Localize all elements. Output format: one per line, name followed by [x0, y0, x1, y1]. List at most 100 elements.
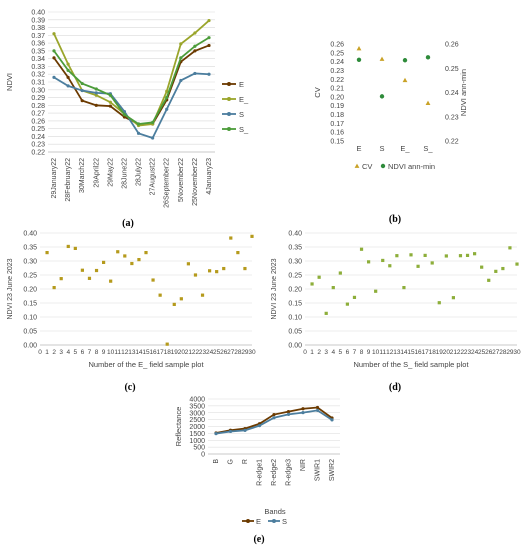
y-tick-label: 0.05 — [288, 329, 302, 336]
series-line-E_ — [53, 19, 210, 127]
series-point — [193, 44, 197, 48]
x-tick-label: 29May22 — [107, 158, 114, 187]
y-tick-label: 4000 — [189, 397, 205, 404]
data-point — [395, 254, 399, 258]
y-tick-label: 0.10 — [288, 315, 302, 322]
y-tick-label: 0.24 — [330, 59, 344, 66]
x-tick-label: 12 — [121, 349, 129, 356]
y-tick-label: 0.31 — [31, 80, 45, 87]
y-tick-label: 0.25 — [23, 273, 37, 280]
y-tick-label: 0.29 — [31, 95, 45, 102]
legend-marker — [227, 127, 231, 131]
data-point — [52, 286, 56, 290]
data-point — [80, 268, 84, 272]
y-tick-label: 0.16 — [330, 130, 344, 137]
data-point — [437, 301, 441, 305]
x-tick-label: 14 — [400, 349, 408, 356]
y-tick-label: 0.20 — [330, 94, 344, 101]
y-tick-label: 0.30 — [31, 87, 45, 94]
series-point — [151, 136, 155, 140]
panel-label: (d) — [389, 382, 401, 393]
x-tick-label: 27 — [227, 349, 235, 356]
series-point — [179, 78, 183, 83]
x-tick-label: 5November22 — [178, 158, 185, 202]
data-point — [367, 260, 371, 264]
data-point — [458, 254, 463, 258]
y-tick-label: 0.39 — [31, 17, 45, 24]
y-tick-label: 0.10 — [23, 315, 37, 322]
x-tick-label: 5 — [339, 349, 343, 356]
x-tick-label: 19 — [171, 349, 179, 356]
data-point — [487, 278, 491, 282]
x-tick-label: 16 — [149, 349, 157, 356]
y-tick-label: 0.33 — [31, 64, 45, 71]
y-tick-label: 0.15 — [288, 301, 302, 308]
y-tick-label: 500 — [193, 445, 205, 452]
x-tick-label: 4January23 — [206, 158, 213, 195]
x-tick-label: 12 — [386, 349, 394, 356]
y-tick-label: 0.22 — [330, 77, 344, 84]
data-point — [352, 295, 357, 299]
y-tick-label: 2000 — [189, 424, 205, 431]
y-tick-label: 0.36 — [31, 41, 45, 48]
x-tick-label: 17 — [422, 349, 430, 356]
y-tick-label: 0.26 — [330, 42, 344, 49]
x-tick-label: R — [242, 459, 249, 464]
y-tick-label: 0.35 — [31, 48, 45, 55]
series-point — [80, 99, 84, 103]
x-tick-label: 9 — [367, 349, 371, 356]
data-point — [158, 293, 162, 297]
series-point — [243, 428, 247, 432]
x-tick-label: 22 — [192, 349, 200, 356]
y-tick-label: 0.15 — [330, 139, 344, 146]
legend-label: NDVI ann-min — [388, 162, 435, 171]
cv-point — [425, 100, 431, 106]
series-point — [207, 43, 211, 48]
legend-marker — [380, 163, 386, 169]
data-point — [515, 262, 519, 266]
y2-tick-label: 0.25 — [445, 66, 459, 73]
y-tick-label: 3500 — [189, 403, 205, 410]
y-tick-label: 0.28 — [31, 103, 45, 110]
ndvi-point — [356, 57, 362, 62]
data-point — [186, 262, 190, 266]
panel-label: (b) — [389, 214, 401, 225]
x-tick-label: 26 — [485, 349, 493, 356]
series-point — [66, 68, 70, 72]
series-point — [315, 408, 320, 413]
y-tick-label: 2500 — [189, 417, 205, 424]
series-point — [52, 32, 56, 36]
series-point — [272, 416, 276, 420]
x-axis-label: Number of the S_ field sample plot — [353, 360, 469, 369]
x-tick-label: R-edge3 — [286, 459, 293, 486]
legend-label: E — [256, 517, 261, 526]
y-tick-label: 0.40 — [288, 231, 302, 238]
x-tick-label: 16 — [414, 349, 422, 356]
y2-tick-label: 0.24 — [445, 90, 459, 97]
series-point — [52, 75, 56, 79]
data-point — [73, 246, 77, 250]
series-point — [108, 104, 112, 108]
data-point — [317, 275, 321, 279]
x-tick-label: R-edge2 — [271, 459, 278, 486]
data-point — [165, 342, 169, 346]
panel-label: (c) — [124, 382, 135, 393]
data-point — [229, 236, 233, 240]
x-tick-label: 17 — [157, 349, 165, 356]
x-tick-label: 19 — [436, 349, 444, 356]
x-tick-label: 13 — [393, 349, 401, 356]
y-tick-label: 0.40 — [31, 10, 45, 17]
x-tick-label: 13 — [128, 349, 136, 356]
x-tick-label: B — [213, 459, 220, 464]
data-point — [402, 286, 406, 290]
legend-marker — [227, 112, 231, 116]
panel-label: (e) — [253, 534, 264, 545]
data-point — [59, 277, 63, 281]
series-point — [122, 113, 127, 117]
x-tick-label: 10 — [107, 349, 115, 356]
y-tick-label: 0 — [201, 452, 205, 459]
x-tick-label: 27August22 — [150, 158, 157, 195]
series-point — [52, 49, 56, 53]
series-point — [330, 418, 334, 422]
series-point — [286, 410, 291, 414]
